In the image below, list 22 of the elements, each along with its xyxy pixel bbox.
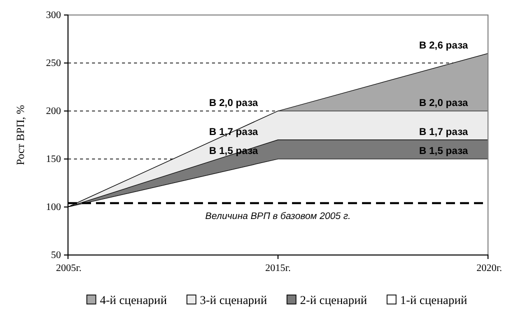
legend-label: 2-й сценарий <box>300 293 368 307</box>
x-tick-label: 2020г. <box>476 263 502 274</box>
legend-label: 1-й сценарий <box>400 293 468 307</box>
y-axis-title: Рост ВРП, % <box>15 104 27 166</box>
annotation: В 1,5 раза <box>419 146 468 157</box>
y-tick-label: 250 <box>46 58 61 70</box>
annotation: В 1,7 раза <box>419 126 468 138</box>
y-tick-label: 50 <box>51 250 61 262</box>
annotation: В 1,5 раза <box>209 146 258 157</box>
y-tick-label: 100 <box>46 202 61 214</box>
annotation: В 2,0 раза <box>419 98 468 109</box>
legend-label: 3-й сценарий <box>200 293 268 307</box>
y-tick-label: 150 <box>46 154 61 166</box>
x-tick-label: 2015г. <box>265 263 291 274</box>
y-tick-label: 200 <box>46 106 61 118</box>
annotation: В 2,6 раза <box>419 40 468 52</box>
annotation: В 2,0 раза <box>209 98 258 109</box>
annotation: В 1,7 раза <box>209 126 258 138</box>
ref-line-label: Величина ВРП в базовом 2005 г. <box>205 211 351 222</box>
y-tick-label: 300 <box>46 10 61 22</box>
x-tick-label: 2005г. <box>56 263 82 274</box>
legend-label: 4-й сценарий <box>100 293 168 307</box>
